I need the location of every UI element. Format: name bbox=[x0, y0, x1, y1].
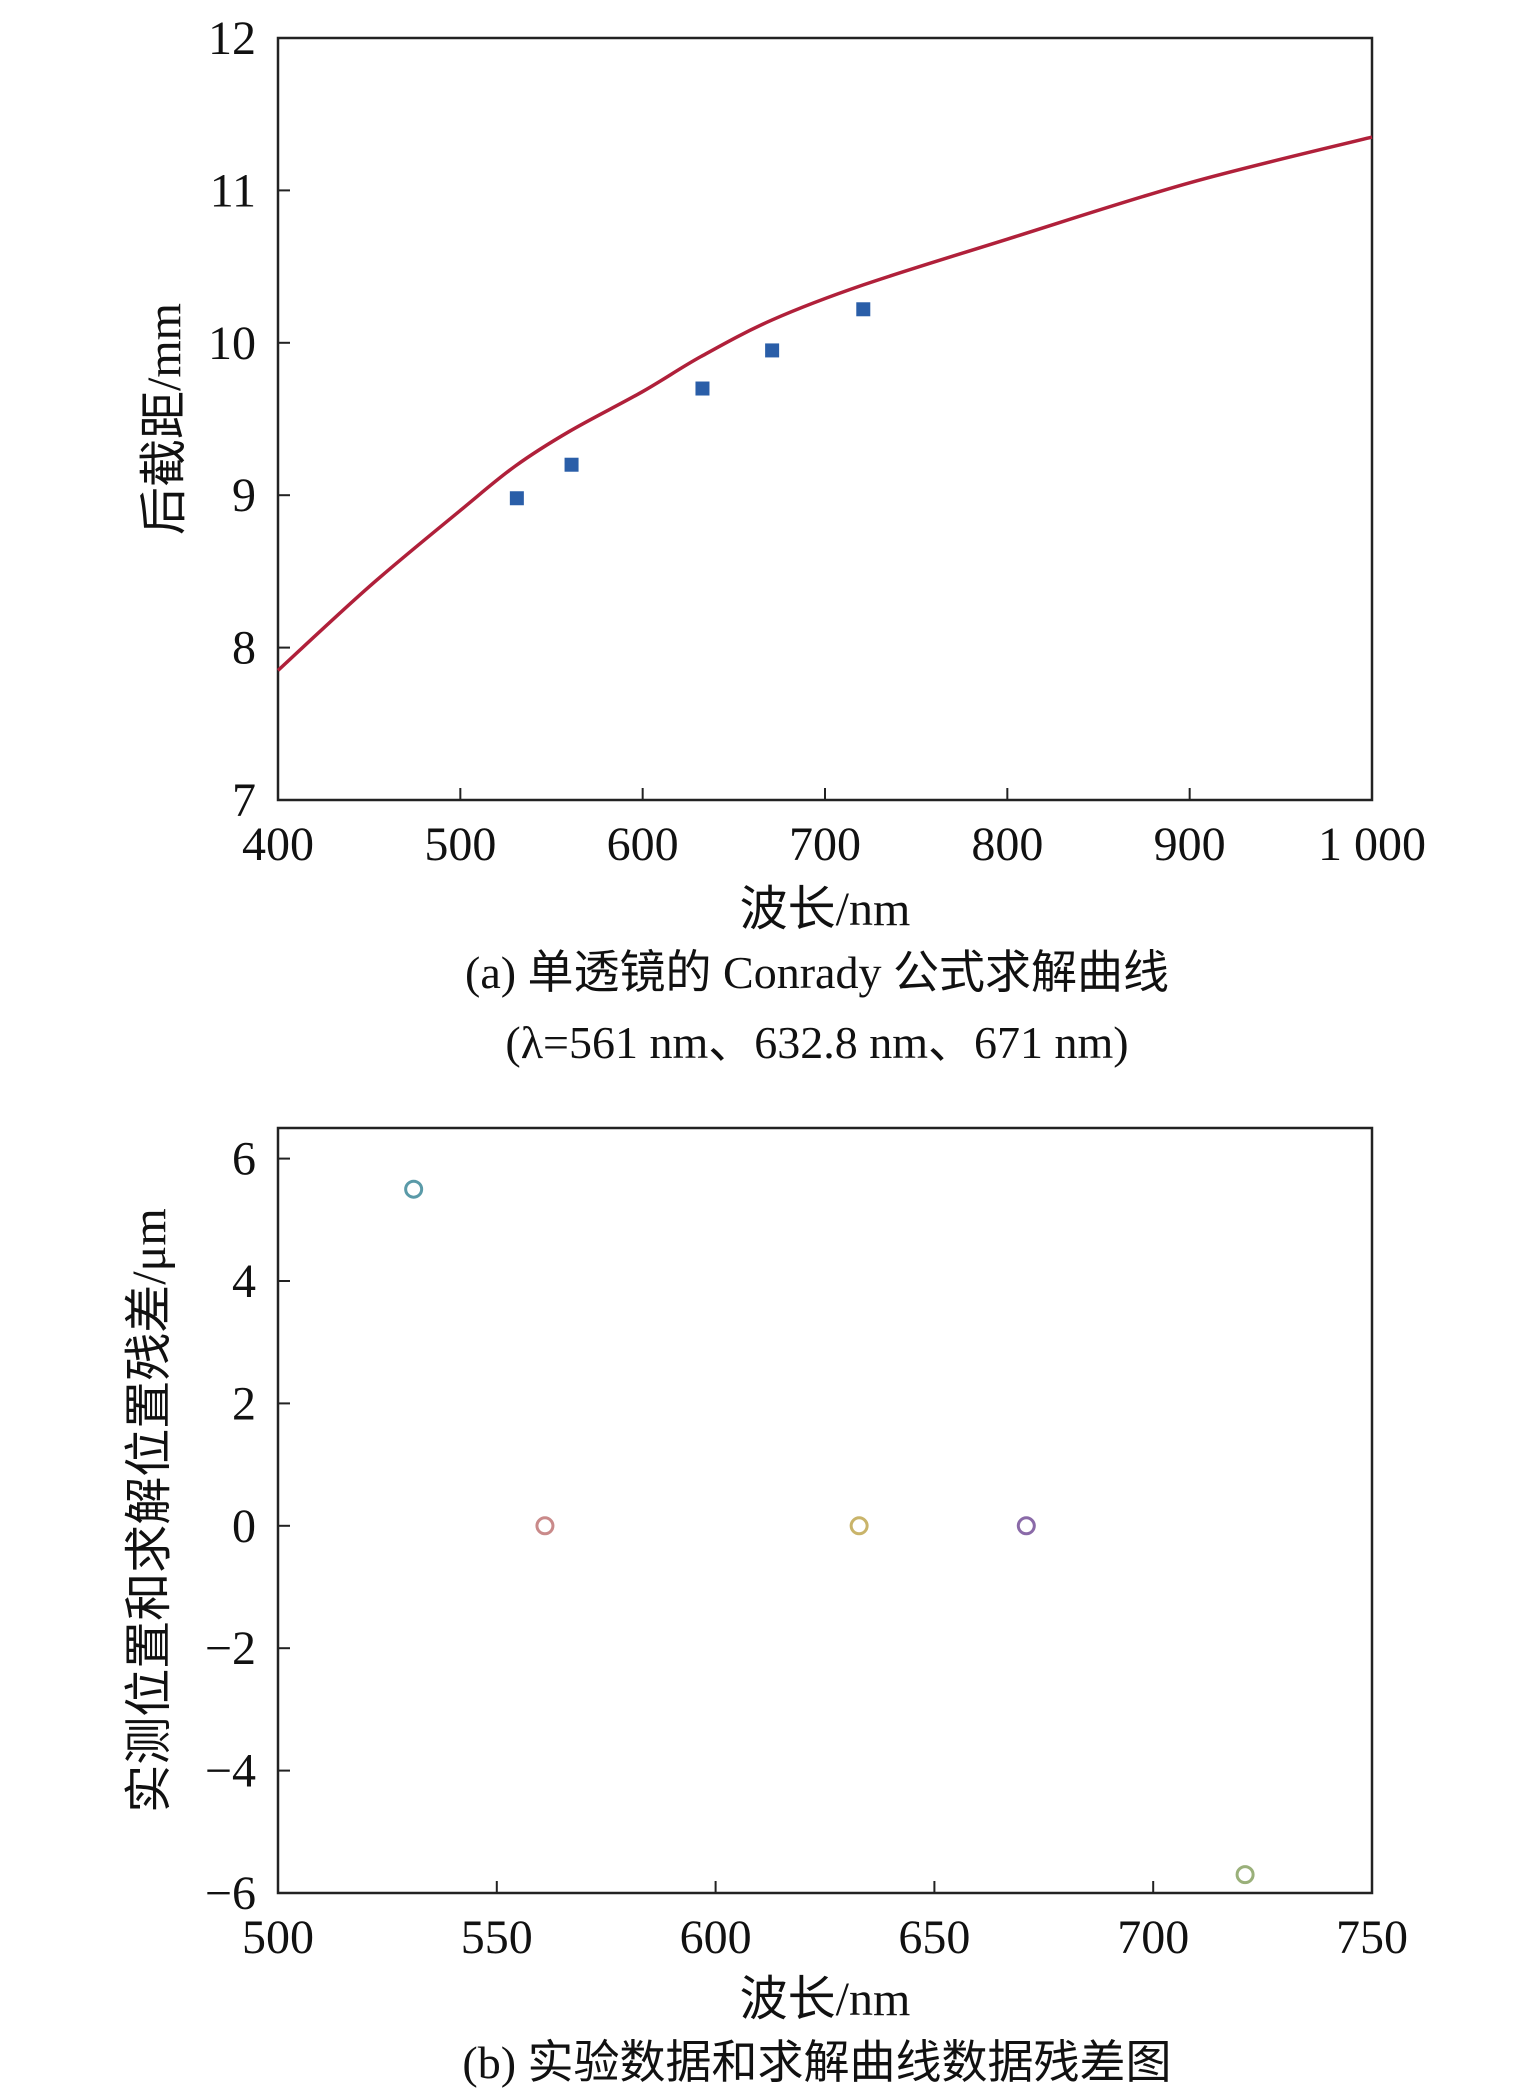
measured-point bbox=[695, 381, 710, 396]
y-axis-label: 实测位置和求解位置残差/μm bbox=[123, 1208, 176, 1812]
measured-point bbox=[509, 491, 524, 506]
measured-point bbox=[856, 302, 871, 317]
y-tick-label: 0 bbox=[232, 1500, 256, 1553]
y-tick-label: 8 bbox=[232, 622, 256, 675]
measured-point bbox=[765, 343, 780, 358]
x-tick-label: 1 000 bbox=[1318, 818, 1426, 871]
x-axis-label: 波长/nm bbox=[740, 1973, 911, 2026]
chart-b: 500 550 600 650 700 750 −6 −4 −2 0 2 4 6 波长/nm 实测位置和求解… bbox=[123, 1126, 1408, 2026]
y-tick-label: 12 bbox=[208, 12, 256, 65]
y-tick-label: 10 bbox=[208, 317, 256, 370]
y-tick-label: 9 bbox=[232, 469, 256, 522]
x-tick-label: 600 bbox=[607, 818, 679, 871]
x-tick-label: 400 bbox=[242, 818, 314, 871]
x-tick-label: 500 bbox=[424, 818, 496, 871]
x-tick-label: 550 bbox=[461, 1911, 533, 1964]
caption-b: (b) 实验数据和求解曲线数据残差图 bbox=[462, 2037, 1171, 2088]
x-axis-label: 波长/nm bbox=[740, 883, 911, 936]
y-tick-label: 11 bbox=[210, 164, 256, 217]
caption-a: (a) 单透镜的 Conrady 公式求解曲线 bbox=[465, 947, 1169, 998]
y-tick-label: −4 bbox=[205, 1745, 256, 1798]
x-tick-label: 900 bbox=[1154, 818, 1226, 871]
y-tick-label: −6 bbox=[205, 1867, 256, 1920]
y-tick-label: 2 bbox=[232, 1377, 256, 1430]
x-tick-label: 500 bbox=[242, 1911, 314, 1964]
plot-frame bbox=[276, 36, 1374, 802]
x-tick-label: 600 bbox=[680, 1911, 752, 1964]
y-axis-label: 后截距/mm bbox=[138, 303, 191, 535]
residual-point bbox=[404, 1179, 424, 1199]
caption-a-wavelengths: (λ=561 nm、632.8 nm、671 nm) bbox=[505, 1017, 1128, 1068]
y-tick-label: 4 bbox=[232, 1255, 256, 1308]
x-tick-label: 700 bbox=[789, 818, 861, 871]
measured-point bbox=[564, 457, 579, 472]
fit-curve bbox=[276, 135, 1373, 672]
y-tick-label: 6 bbox=[232, 1133, 256, 1186]
chart-a: 400 500 600 700 800 900 1 000 7 8 9 10 11 12 波长/nm 后截距… bbox=[138, 12, 1426, 936]
residual-point bbox=[535, 1516, 555, 1536]
y-tick-label: 7 bbox=[232, 774, 256, 827]
x-tick-label: 800 bbox=[971, 818, 1043, 871]
plot-frame bbox=[276, 1126, 1374, 1895]
residual-point bbox=[1016, 1516, 1036, 1536]
residual-point bbox=[1235, 1865, 1255, 1885]
residual-point bbox=[849, 1516, 869, 1536]
x-tick-label: 700 bbox=[1117, 1911, 1189, 1964]
x-tick-label: 750 bbox=[1336, 1911, 1408, 1964]
y-tick-label: −2 bbox=[205, 1622, 256, 1675]
x-tick-label: 650 bbox=[898, 1911, 970, 1964]
